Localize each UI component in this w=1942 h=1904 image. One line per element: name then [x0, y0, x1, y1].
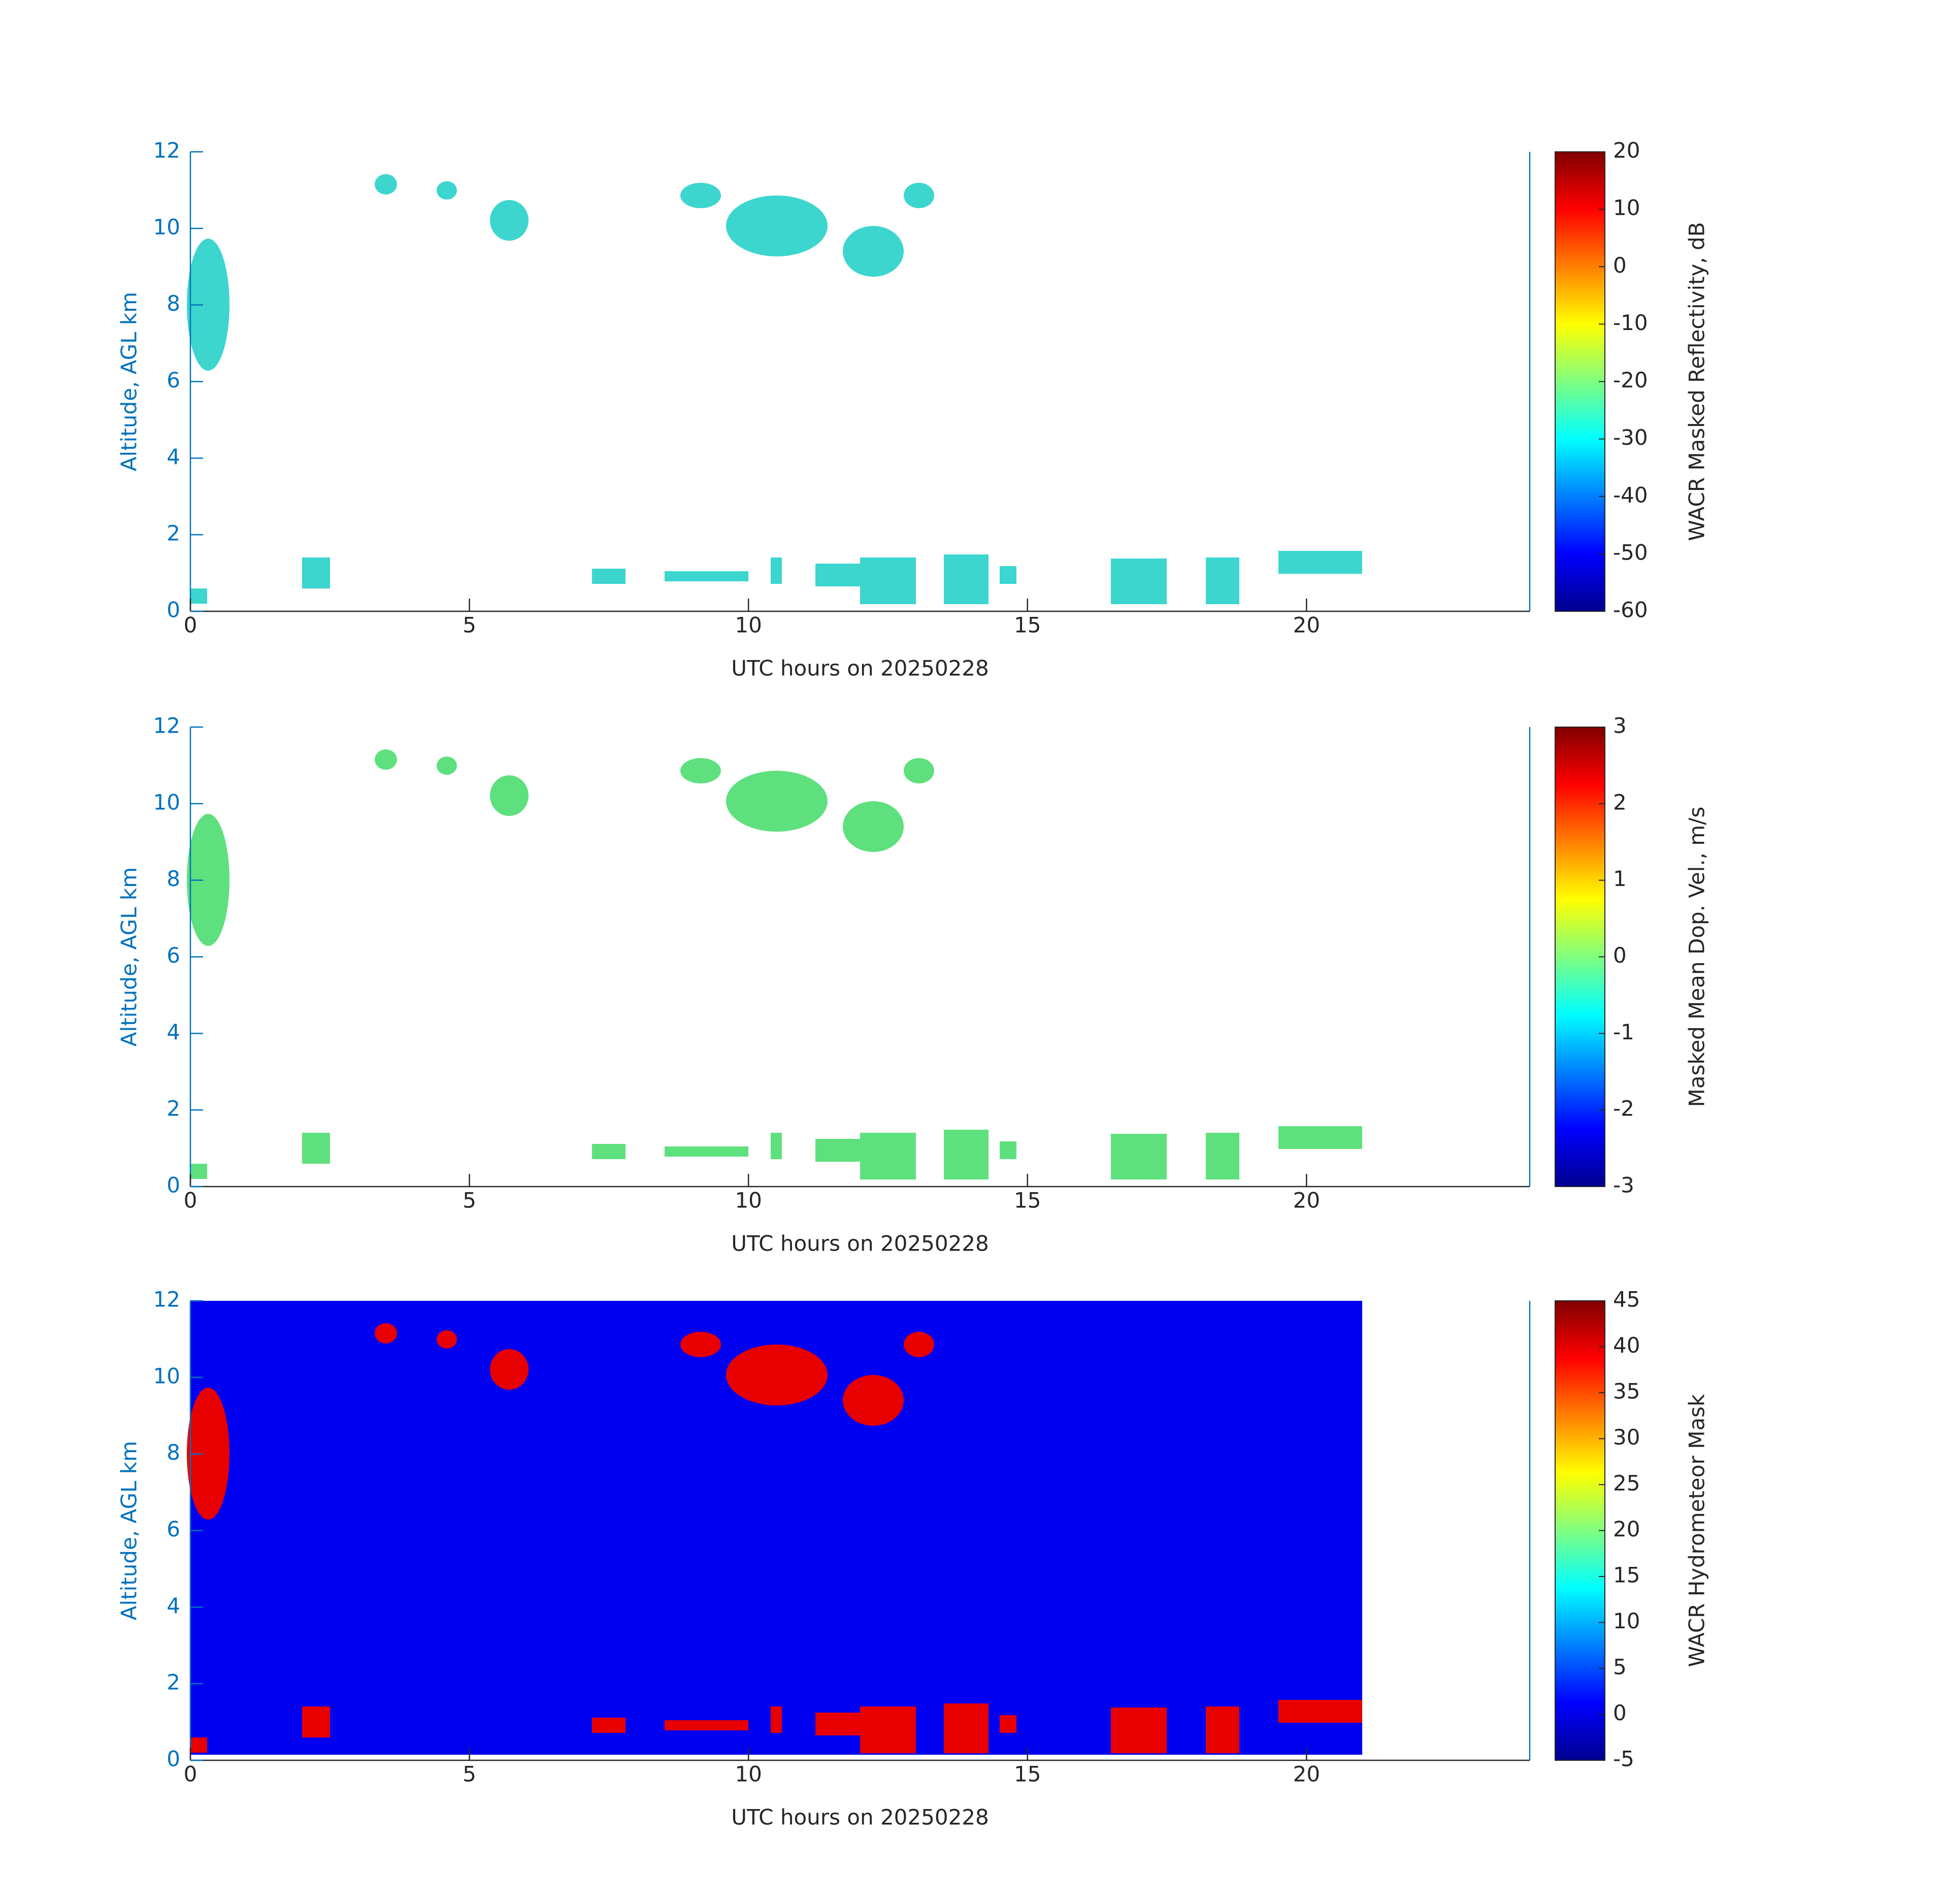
y-tick-label: 12 — [153, 713, 180, 738]
colorbar-tick-label: 0 — [1613, 943, 1627, 968]
y-tick-label: 8 — [167, 1440, 180, 1465]
colorbar-tick-label: -40 — [1613, 482, 1648, 507]
y-tick-label: 4 — [167, 444, 180, 469]
y-tick-label: 4 — [167, 1593, 180, 1618]
colorbar-label: WACR Hydrometeor Mask — [1685, 1394, 1709, 1667]
y-tick-label: 4 — [167, 1020, 180, 1044]
colorbar — [1555, 727, 1605, 1187]
y-axis-label: Altitude, AGL km — [117, 867, 142, 1046]
colorbar-tick-label: 40 — [1613, 1333, 1640, 1358]
colorbar-tick-label: 45 — [1613, 1287, 1640, 1312]
x-tick-label: 15 — [1014, 1188, 1041, 1213]
y-tick-label: 6 — [167, 1517, 180, 1541]
colorbar-tick-label: -10 — [1613, 310, 1648, 335]
y-tick-label: 6 — [167, 368, 180, 392]
x-tick-label: 15 — [1014, 1762, 1041, 1787]
colorbar-tick-label: -2 — [1613, 1096, 1634, 1121]
colorbar — [1555, 1300, 1605, 1761]
colorbar-tick-label: 35 — [1613, 1379, 1640, 1404]
colorbar-tick-label: -3 — [1613, 1173, 1634, 1198]
colorbar-tick-label: -50 — [1613, 540, 1648, 565]
x-tick-label: 10 — [735, 1762, 762, 1787]
colorbar-tick-label: -1 — [1613, 1020, 1634, 1044]
colorbar-tick-label: 10 — [1613, 195, 1640, 220]
colorbar — [1555, 151, 1605, 612]
colorbar-tick-label: -20 — [1613, 368, 1648, 392]
colorbar-tick-label: -60 — [1613, 598, 1648, 622]
x-axis-label: UTC hours on 20250228 — [731, 656, 989, 681]
colorbar-tick-label: 3 — [1613, 713, 1627, 738]
colorbar-tick-label: 5 — [1613, 1655, 1627, 1680]
y-axis-label: Altitude, AGL km — [117, 292, 142, 471]
y-tick-label: 0 — [167, 598, 180, 622]
colorbar-tick-label: 30 — [1613, 1425, 1640, 1450]
colorbar-tick-label: 20 — [1613, 138, 1640, 163]
colorbar-tick-label: 20 — [1613, 1517, 1640, 1541]
y-tick-label: 2 — [167, 521, 180, 546]
y-tick-label: 10 — [153, 790, 180, 814]
colorbar-tick-label: 1 — [1613, 866, 1627, 891]
y-tick-label: 2 — [167, 1096, 180, 1121]
colorbar-tick-label: 2 — [1613, 790, 1627, 814]
x-tick-label: 20 — [1293, 613, 1320, 638]
x-tick-label: 0 — [184, 613, 198, 638]
y-tick-label: 6 — [167, 943, 180, 968]
colorbar-label: Masked Mean Dop. Vel., m/s — [1685, 807, 1709, 1107]
colorbar-tick-label: 25 — [1613, 1471, 1640, 1496]
x-axis-label: UTC hours on 20250228 — [731, 1805, 989, 1830]
echo-pattern — [187, 749, 1362, 1179]
x-tick-label: 10 — [735, 613, 762, 638]
x-tick-label: 5 — [463, 1762, 476, 1787]
x-tick-label: 5 — [463, 1188, 476, 1213]
echo-pattern — [187, 174, 1362, 604]
echo-layer — [187, 174, 1362, 1755]
y-tick-label: 0 — [167, 1747, 180, 1771]
colorbar-tick-label: 10 — [1613, 1608, 1640, 1633]
colorbar-tick-label: 15 — [1613, 1563, 1640, 1588]
y-axis-label: Altitude, AGL km — [117, 1441, 142, 1620]
y-tick-label: 8 — [167, 866, 180, 891]
colorbar-tick-label: -5 — [1613, 1747, 1634, 1771]
x-tick-label: 20 — [1293, 1762, 1320, 1787]
y-tick-label: 12 — [153, 138, 180, 163]
colorbar-tick-label: 0 — [1613, 253, 1627, 278]
y-tick-label: 8 — [167, 291, 180, 316]
y-tick-label: 10 — [153, 1363, 180, 1388]
colorbar-tick-label: -30 — [1613, 425, 1648, 450]
y-tick-label: 0 — [167, 1173, 180, 1198]
colorbar-tick-label: 0 — [1613, 1700, 1627, 1725]
x-tick-label: 20 — [1293, 1188, 1320, 1213]
x-tick-label: 0 — [184, 1188, 198, 1213]
x-tick-label: 10 — [735, 1188, 762, 1213]
colorbar-label: WACR Masked Reflectivity, dB — [1685, 222, 1709, 541]
y-tick-label: 2 — [167, 1670, 180, 1695]
x-tick-label: 5 — [463, 613, 476, 638]
y-tick-label: 10 — [153, 214, 180, 239]
y-tick-label: 12 — [153, 1287, 180, 1312]
x-tick-label: 15 — [1014, 613, 1041, 638]
x-axis-label: UTC hours on 20250228 — [731, 1231, 989, 1256]
x-tick-label: 0 — [184, 1762, 198, 1787]
